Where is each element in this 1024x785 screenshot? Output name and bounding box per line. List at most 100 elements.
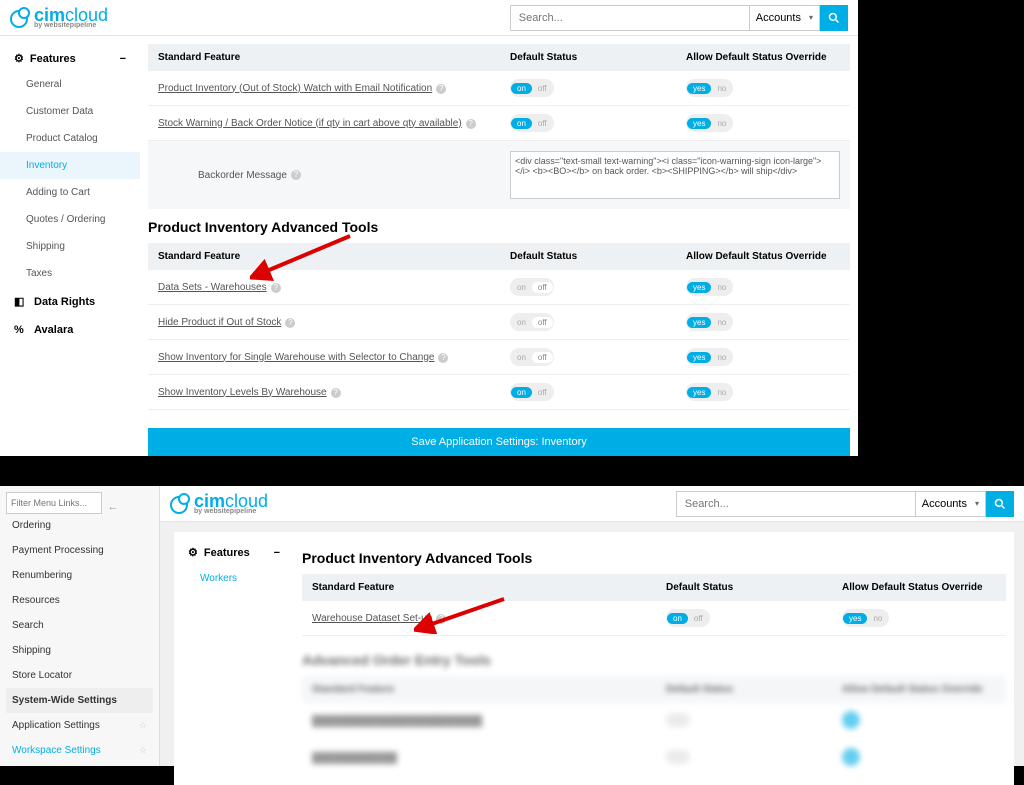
gauge-icon: ◧ — [14, 295, 26, 308]
feature-row: Hide Product if Out of Stock? onoff yesn… — [148, 305, 850, 340]
help-icon[interactable]: ? — [271, 283, 281, 293]
sidebar-item-product-catalog[interactable]: Product Catalog — [0, 125, 140, 152]
help-icon[interactable]: ? — [285, 318, 295, 328]
logo-subtitle: by websitepipeline — [194, 508, 268, 515]
backorder-message-row: Backorder Message? — [148, 141, 850, 209]
sidebar-section-features[interactable]: ⚙Features − — [174, 540, 294, 565]
menu-item[interactable]: Ordering — [6, 520, 153, 538]
menu-item[interactable]: Resources — [6, 588, 153, 613]
help-icon[interactable]: ? — [466, 119, 476, 129]
feature-link[interactable]: Hide Product if Out of Stock — [158, 317, 281, 328]
sidebar-section-features[interactable]: ⚙ Features − — [0, 46, 140, 71]
feature-link-warehouse-dataset-setup[interactable]: Warehouse Dataset Set-up — [312, 613, 432, 624]
header: cimcloud by websitepipeline Accounts ▾ — [160, 486, 1024, 522]
search-button[interactable] — [986, 491, 1014, 517]
sidebar-item-quotes-ordering[interactable]: Quotes / Ordering — [0, 206, 140, 233]
menu-item[interactable]: Shipping — [6, 638, 153, 663]
search-icon — [828, 12, 840, 24]
status-toggle[interactable]: onoff — [510, 313, 554, 331]
sidebar-item-shipping[interactable]: Shipping — [0, 233, 140, 260]
right-area: cimcloud by websitepipeline Accounts ▾ ⚙F… — [160, 486, 1024, 766]
search-scope-select[interactable]: Accounts▾ — [750, 5, 820, 31]
search-bar: Accounts▾ — [510, 5, 848, 31]
sidebar-item-adding-to-cart[interactable]: Adding to Cart — [0, 179, 140, 206]
percent-icon: % — [14, 324, 26, 336]
menu-item-system-wide[interactable]: System-Wide Settings — [6, 688, 153, 713]
menu-item[interactable]: Store Locator — [6, 663, 153, 688]
sidebar-item-general[interactable]: General — [0, 71, 140, 98]
brand-logo[interactable]: cimcloud by websitepipeline — [170, 492, 268, 515]
feature-link[interactable]: Show Inventory for Single Warehouse with… — [158, 352, 434, 363]
feature-row: Show Inventory for Single Warehouse with… — [148, 340, 850, 375]
search-input[interactable] — [510, 5, 750, 31]
sidebar-item-avalara[interactable]: %Avalara — [0, 316, 140, 344]
override-toggle[interactable]: yesno — [842, 609, 889, 627]
chevron-down-icon: ▾ — [975, 499, 979, 508]
feature-link[interactable]: Show Inventory Levels By Warehouse — [158, 387, 327, 398]
help-icon[interactable]: ? — [331, 388, 341, 398]
sidebar-item-taxes[interactable]: Taxes — [0, 260, 140, 287]
menu-item[interactable]: Payment Processing — [6, 538, 153, 563]
sidebar-item-workers[interactable]: Workers — [174, 565, 294, 592]
search-button[interactable] — [820, 5, 848, 31]
sidebar-item-inventory[interactable]: Inventory — [0, 152, 140, 179]
star-icon[interactable]: ☆ — [139, 720, 147, 731]
help-icon[interactable]: ? — [291, 170, 301, 180]
feature-link[interactable]: Product Inventory (Out of Stock) Watch w… — [158, 83, 432, 94]
logo-subtitle: by websitepipeline — [34, 22, 108, 29]
back-arrow-icon[interactable]: ← — [102, 501, 124, 513]
feature-link[interactable]: Stock Warning / Back Order Notice (if qt… — [158, 118, 462, 129]
menu-item[interactable]: Renumbering — [6, 563, 153, 588]
sidebar-item-customer-data[interactable]: Customer Data — [0, 98, 140, 125]
main-content: Standard Feature Default Status Allow De… — [140, 36, 858, 464]
sidebar-item-data-rights[interactable]: ◧Data Rights — [0, 287, 140, 316]
table-header: Standard Feature Default Status Allow De… — [148, 44, 850, 71]
col-override: Allow Default Status Override — [686, 52, 840, 63]
menu-item[interactable]: Search — [6, 613, 153, 638]
collapse-icon[interactable]: − — [274, 547, 280, 559]
col-feature: Standard Feature — [312, 582, 666, 593]
override-toggle[interactable]: yesno — [686, 278, 733, 296]
sidebar-features-label: Features — [30, 53, 76, 65]
blur-title: Advanced Order Entry Tools — [302, 652, 1006, 668]
table-header: Standard Feature Default Status Allow De… — [148, 243, 850, 270]
menu-item-app-settings[interactable]: Application Settings☆ — [6, 713, 153, 738]
help-icon[interactable]: ? — [438, 353, 448, 363]
left-menu-panel: ← Ordering Payment Processing Renumberin… — [0, 486, 160, 766]
save-button[interactable]: Save Application Settings: Inventory — [148, 428, 850, 456]
override-toggle[interactable]: yesno — [686, 114, 733, 132]
blurred-section: Advanced Order Entry Tools Standard Feat… — [302, 652, 1006, 777]
override-toggle[interactable]: yesno — [686, 348, 733, 366]
status-toggle[interactable]: onoff — [666, 609, 710, 627]
search-input[interactable] — [676, 491, 916, 517]
menu-item-workspace-settings[interactable]: Workspace Settings☆ — [6, 738, 153, 763]
sidebar-features-label: Features — [204, 547, 250, 559]
status-toggle[interactable]: onoff — [510, 114, 554, 132]
search-icon — [994, 498, 1006, 510]
feature-link-data-sets-warehouses[interactable]: Data Sets - Warehouses — [158, 282, 267, 293]
col-feature: Standard Feature — [158, 52, 510, 63]
feature-row: Data Sets - Warehouses? onoff yesno — [148, 270, 850, 305]
collapse-icon[interactable]: − — [120, 53, 126, 65]
override-toggle[interactable]: yesno — [686, 79, 733, 97]
status-toggle[interactable]: onoff — [510, 348, 554, 366]
search-scope-label: Accounts — [922, 498, 967, 510]
filter-input[interactable] — [6, 492, 102, 514]
backorder-textarea[interactable] — [510, 151, 840, 199]
logo-icon — [10, 8, 30, 28]
help-icon[interactable]: ? — [436, 614, 446, 624]
sliders-icon: ⚙ — [14, 53, 24, 65]
override-toggle[interactable]: yesno — [686, 313, 733, 331]
feature-row: Warehouse Dataset Set-up? onoff yesno — [302, 601, 1006, 636]
status-toggle[interactable]: onoff — [510, 383, 554, 401]
brand-logo[interactable]: cimcloud by websitepipeline — [10, 6, 108, 29]
help-icon[interactable]: ? — [436, 84, 446, 94]
feature-row: Stock Warning / Back Order Notice (if qt… — [148, 106, 850, 141]
override-toggle[interactable]: yesno — [686, 383, 733, 401]
status-toggle[interactable]: onoff — [510, 79, 554, 97]
search-scope-select[interactable]: Accounts ▾ — [916, 491, 986, 517]
star-icon[interactable]: ☆ — [139, 745, 147, 756]
backorder-label: Backorder Message — [198, 170, 287, 181]
status-toggle[interactable]: onoff — [510, 278, 554, 296]
col-default: Default Status — [510, 251, 686, 262]
